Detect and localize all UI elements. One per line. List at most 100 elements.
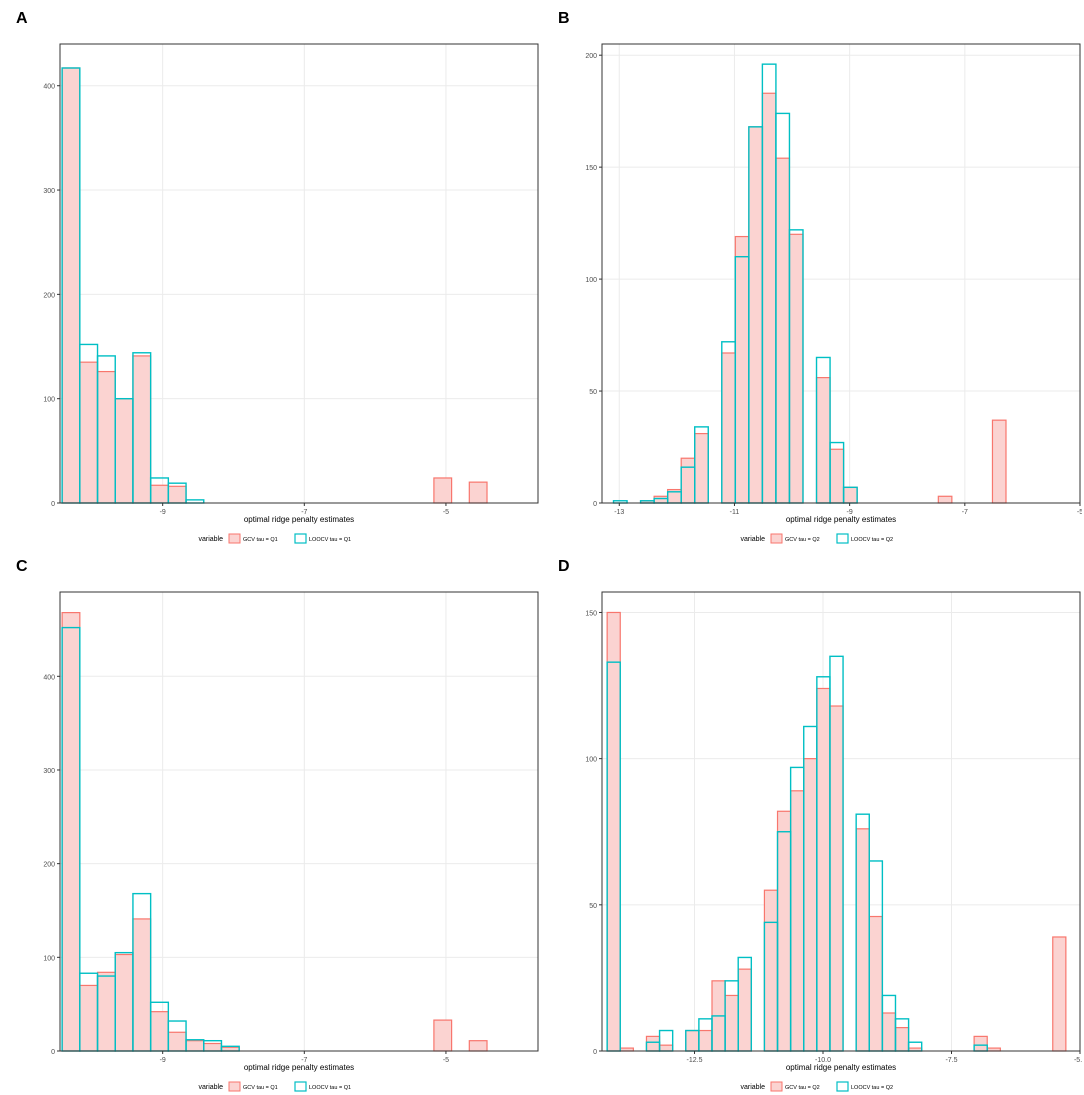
gcv-bar [167,1031,187,1052]
legend-key-loocv [294,1081,307,1092]
plot-border [601,591,1081,1052]
gcv-bar [203,1042,223,1052]
histogram-panel-d: D 0 50 100 150 -12.5 -10.0 -7.5 -5.0 optimal rid… [542,548,1082,1093]
gcv-bar [114,398,134,504]
gcv-bar [658,1044,674,1052]
x-tick-label: -13 [614,509,624,516]
y-tick-label: 100 [43,397,55,404]
legend-label-gcv: GCV tau = Q2 [785,1085,820,1091]
x-axis-title: optimal ridge penalty estimates [786,515,896,524]
gcv-bar [698,1029,713,1052]
gcv-bar [829,705,844,1052]
histogram-panel-b: B 0 50 100 150 200 -13 -11 -9 -7 -5 optimal ridge … [542,0,1082,545]
plot-border [59,591,539,1052]
x-tick-label: -12.5 [687,1057,703,1064]
chart-d-svg: 0 50 100 150 -12.5 -10.0 -7.5 -5.0 optimal ridge… [585,591,1082,1092]
x-tick-label: -7 [301,509,307,516]
gcv-bar [114,953,134,1052]
gcv-bar [79,984,99,1052]
y-tick-label: 300 [43,188,55,195]
x-tick-label: -7.5 [945,1057,957,1064]
gcv-bar [868,915,883,1052]
gcv-bar [763,889,779,1052]
histogram-panel-c: C 0 100 200 300 400 -9 -7 -5 optimal ridge penal… [0,548,540,1093]
x-tick-label: -5.0 [1074,1057,1082,1064]
y-tick-label: 200 [43,292,55,299]
legend-key-gcv [770,1081,783,1092]
legend: variable GCV tau = Q2 LOOCV tau = Q2 [740,1081,893,1092]
gcv-bar [775,157,791,504]
gcv-bar [776,810,792,1052]
plot-border [59,43,539,504]
gcv-bar [937,495,953,504]
y-tick-label: 50 [589,389,597,396]
plot-border [601,43,1081,504]
chart-b-svg: 0 50 100 150 200 -13 -11 -9 -7 -5 optimal ridge pe… [585,43,1082,544]
gcv-bar [433,477,453,504]
gcv-bar [645,1035,661,1052]
legend: variable GCV tau = Q1 LOOCV tau = Q1 [198,533,351,544]
gcv-bar [855,828,870,1052]
x-tick-label: -9 [160,1057,166,1064]
gcv-bar [815,377,831,504]
legend-label-loocv: LOOCV tau = Q1 [309,1085,351,1091]
chart-a-svg: 0 100 200 300 400 -9 -7 -5 optimal ridge penalty… [43,43,539,544]
gcv-bar [653,495,669,504]
x-tick-label: -5 [1077,509,1082,516]
gcv-bar [881,1012,897,1052]
y-tick-label: 400 [43,84,55,91]
y-tick-label: 0 [51,1049,55,1056]
gcv-bar [606,611,621,1052]
gcv-bar [150,1011,169,1052]
x-tick-label: -11 [730,509,740,516]
panel-label-d: D [558,558,570,575]
gcv-bar [721,352,736,504]
y-tick-label: 300 [43,768,55,775]
gcv-bar [185,1040,205,1052]
gcv-bar [150,484,169,504]
legend-key-loocv [836,533,849,544]
legend-label-loocv: LOOCV tau = Q1 [309,537,351,543]
x-tick-label: -7 [301,1057,307,1064]
gcv-bar [1052,936,1067,1052]
legend-title: variable [740,1084,765,1091]
gcv-bar [96,971,116,1052]
histogram-panel-a: A 0 100 200 300 400 -9 -7 -5 optimal ridge penal… [0,0,540,545]
y-tick-label: 200 [43,862,55,869]
gcv-bar [761,92,777,504]
panel-label-a: A [16,10,28,27]
gcv-bar [468,481,488,504]
legend-key-loocv [294,533,307,544]
legend-key-gcv [770,533,783,544]
legend-title: variable [198,1084,223,1091]
legend: variable GCV tau = Q1 LOOCV tau = Q1 [198,1081,351,1092]
y-tick-label: 50 [589,903,597,910]
gcv-bar [816,687,831,1052]
gcv-bar [842,486,858,504]
legend-label-gcv: GCV tau = Q1 [243,1085,278,1091]
gcv-bar [468,1040,488,1052]
gcv-bar [685,1029,700,1052]
legend-title: variable [740,536,765,543]
legend-title: variable [198,536,223,543]
gcv-bar [79,361,99,504]
x-tick-label: -9 [160,509,166,516]
y-tick-label: 0 [51,501,55,508]
y-tick-label: 200 [585,53,597,60]
x-tick-label: -7 [962,509,968,516]
gcv-bar [788,233,804,504]
gcv-bar [433,1019,453,1052]
y-tick-label: 0 [593,1049,597,1056]
x-axis-title: optimal ridge penalty estimates [786,1063,896,1072]
y-tick-label: 100 [43,955,55,962]
x-axis-title: optimal ridge penalty estimates [244,1063,354,1072]
gcv-bar [973,1035,988,1052]
y-tick-label: 0 [593,501,597,508]
y-tick-label: 400 [43,674,55,681]
legend-label-gcv: GCV tau = Q1 [243,537,278,543]
y-tick-label: 150 [585,165,597,172]
gcv-bar [748,126,763,504]
x-tick-label: -5 [443,509,449,516]
gcv-bar [167,485,187,504]
gcv-bar [680,457,696,504]
